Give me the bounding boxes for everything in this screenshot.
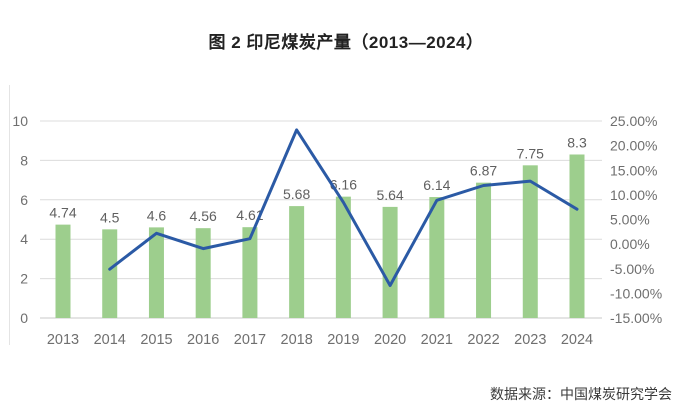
x-axis-label-2013: 2013 [47,332,79,348]
bar-value-label: 8.3 [567,134,587,150]
right-axis-tick-label: 5.00% [610,212,650,228]
x-axis-label-2017: 2017 [234,332,266,348]
bar-2020 [382,206,398,318]
bar-2023 [522,165,538,318]
right-axis-tick-label: -5.00% [610,261,654,277]
x-axis-label-2015: 2015 [140,332,172,348]
bar-2017 [242,227,258,318]
bar-2022 [476,182,492,318]
x-axis-label-2024: 2024 [561,332,593,348]
right-axis-tick-label: 20.00% [610,138,657,154]
bar-2016 [195,228,211,318]
x-axis-label-2021: 2021 [421,332,453,348]
right-axis-tick-label: 10.00% [610,187,657,203]
x-axis-label-2018: 2018 [281,332,313,348]
left-axis-tick-label: 10 [12,113,28,129]
bar-2015 [148,227,164,318]
bar-value-label: 6.14 [423,177,450,193]
bar-2021 [429,197,445,318]
bar-2014 [102,229,118,318]
data-source-caption: 数据来源：中国煤炭研究学会 [490,386,672,402]
bar-value-label: 6.16 [330,177,357,193]
bar-value-label: 7.75 [517,145,544,161]
growth-line [108,128,579,287]
bar-value-label: 5.64 [376,187,403,203]
left-axis-tick-label: 0 [20,310,28,326]
chart-title: 图 2 印尼煤炭产量（2013—2024） [208,33,484,52]
right-axis-tick-label: 0.00% [610,236,650,252]
bar-value-label: 4.56 [190,208,217,224]
left-axis-tick-label: 8 [20,152,28,168]
left-axis-tick-label: 4 [20,231,28,247]
x-axis-label-2023: 2023 [514,332,546,348]
x-axis-label-2019: 2019 [327,332,359,348]
bar-value-label: 4.5 [100,209,120,225]
bar-value-label: 5.68 [283,186,310,202]
bar-value-label: 4.74 [49,205,76,221]
bar-value-label: 6.87 [470,163,497,179]
left-axis-tick-label: 6 [20,192,28,208]
x-axis-label-2020: 2020 [374,332,406,348]
bar-2013 [55,224,71,318]
bar-2024 [569,154,585,318]
bar-2019 [335,196,351,318]
x-axis-label-2014: 2014 [94,332,126,348]
bar-value-label: 4.6 [147,207,167,223]
right-axis-tick-label: 15.00% [610,162,657,178]
right-axis-tick-label: -15.00% [610,310,662,326]
x-axis-label-2016: 2016 [187,332,219,348]
right-axis-tick-label: -10.00% [610,285,662,301]
x-axis-label-2022: 2022 [467,332,499,348]
bar-2018 [289,206,305,318]
left-axis-tick-label: 2 [20,271,28,287]
right-axis-tick-label: 25.00% [610,113,657,129]
